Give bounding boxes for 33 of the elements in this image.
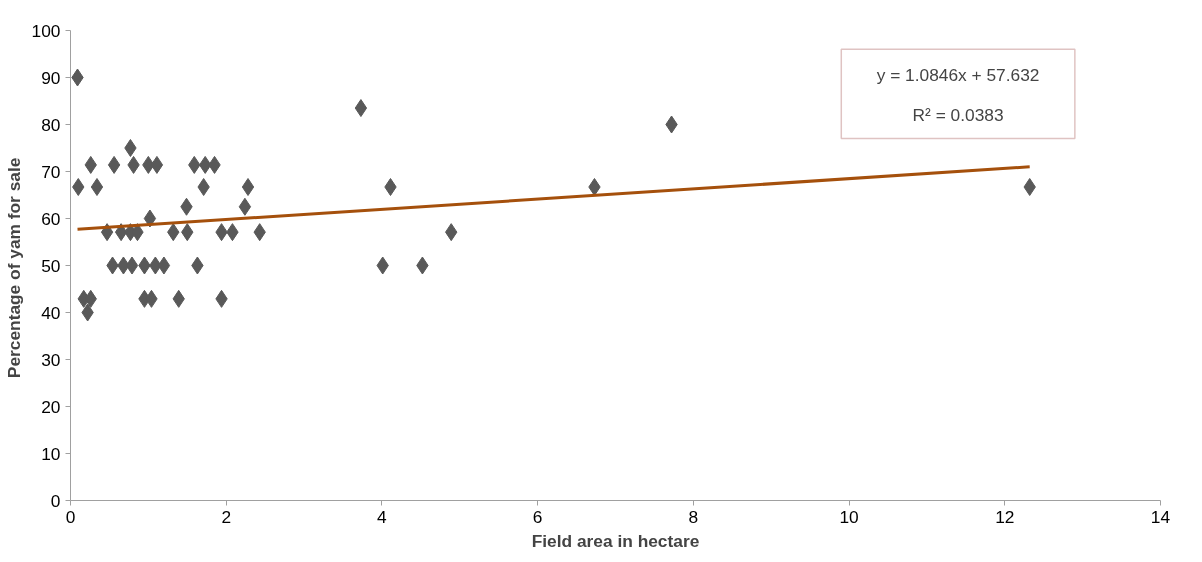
- x-tick-label: 10: [839, 506, 859, 527]
- x-axis-title: Field area in hectare: [531, 530, 700, 551]
- point: [143, 209, 157, 228]
- point: [124, 139, 137, 157]
- y-tick-label: 0: [50, 490, 61, 511]
- x-tick-label: 6: [532, 506, 543, 527]
- point: [150, 155, 164, 174]
- point: [238, 197, 252, 216]
- y-axis-title: Percentage of yam for sale: [3, 157, 24, 379]
- y-tick-label: 40: [41, 302, 61, 323]
- y-tick-label: 100: [31, 20, 61, 41]
- x-tick-label: 2: [221, 506, 232, 527]
- x-tick-label: 12: [995, 506, 1015, 527]
- annotation: R² = 0.0383: [912, 105, 1004, 126]
- point: [354, 99, 368, 118]
- y-tick-label: 30: [41, 349, 61, 370]
- y-tick-label: 60: [41, 208, 61, 229]
- y-tick-label: 10: [41, 443, 61, 464]
- point: [107, 155, 121, 174]
- x-tick-label: 8: [688, 506, 699, 527]
- point: [157, 256, 171, 275]
- y-tick-label: 20: [41, 396, 61, 417]
- point: [241, 178, 255, 197]
- y-tick-label: 90: [41, 67, 61, 88]
- y-tick-label: 80: [41, 114, 61, 135]
- point: [125, 256, 139, 275]
- annotation: y = 1.0846x + 57.632: [876, 65, 1040, 86]
- y-tick-label: 70: [41, 161, 61, 182]
- x-tick-label: 4: [377, 506, 388, 527]
- x-tick-label: 0: [65, 506, 76, 527]
- y-tick-label: 50: [41, 255, 61, 276]
- point: [90, 178, 104, 197]
- x-tick-label: 14: [1150, 506, 1171, 527]
